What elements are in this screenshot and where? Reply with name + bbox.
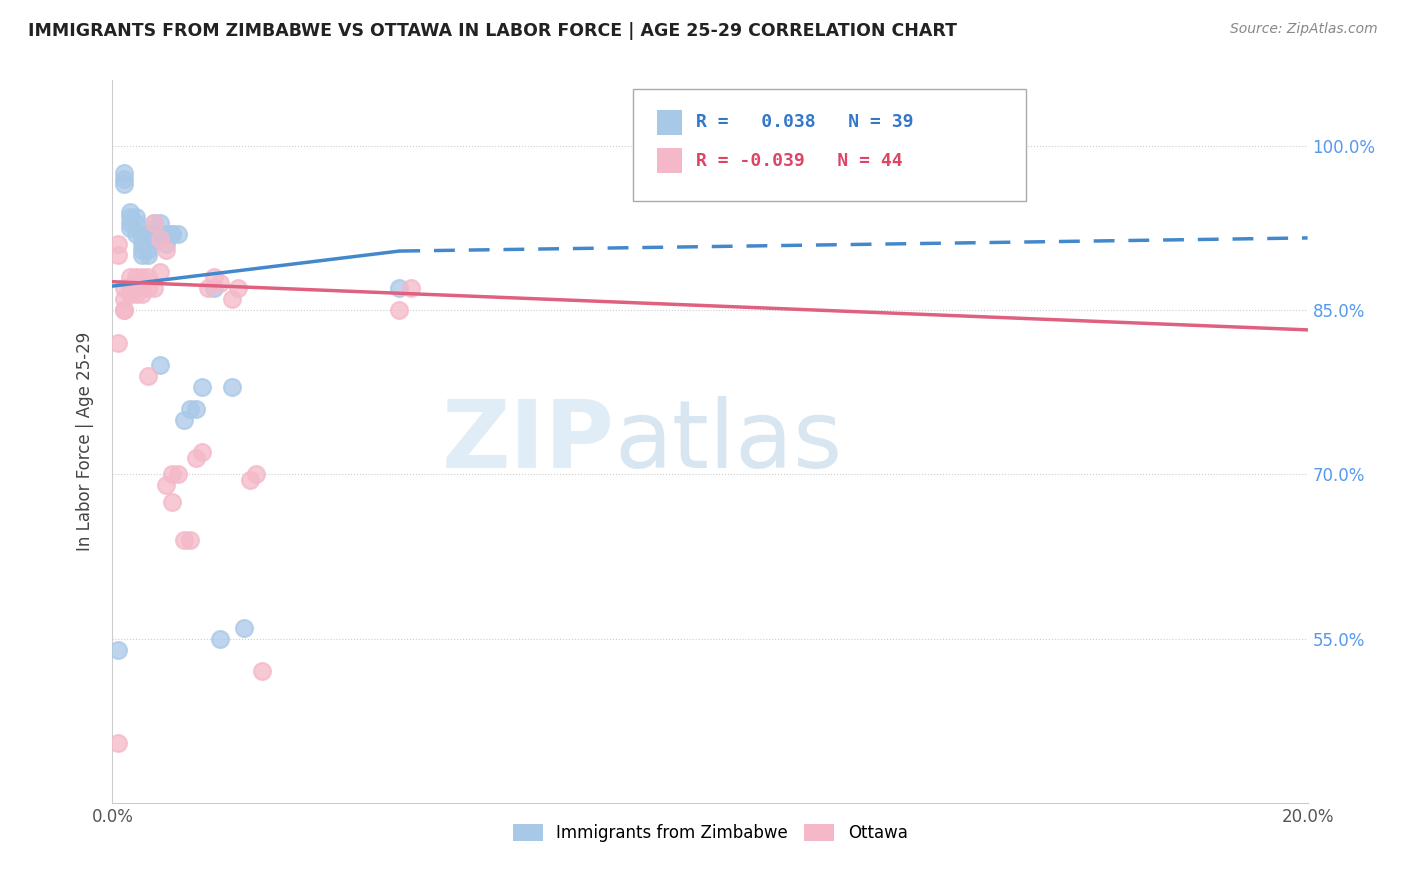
Point	[143, 216, 166, 230]
Point	[149, 232, 172, 246]
Point	[162, 467, 183, 482]
Point	[699, 139, 721, 153]
Point	[155, 237, 177, 252]
Point	[191, 380, 214, 394]
Legend: Immigrants from Zimbabwe, Ottawa: Immigrants from Zimbabwe, Ottawa	[506, 817, 914, 848]
Point	[114, 303, 135, 318]
Point	[202, 281, 225, 295]
Point	[179, 401, 201, 416]
Point	[167, 227, 190, 241]
Point	[191, 445, 214, 459]
Point	[162, 227, 183, 241]
Point	[162, 227, 183, 241]
Point	[107, 735, 129, 749]
Text: Source: ZipAtlas.com: Source: ZipAtlas.com	[1230, 22, 1378, 37]
Point	[107, 237, 129, 252]
Point	[125, 276, 148, 290]
Y-axis label: In Labor Force | Age 25-29: In Labor Force | Age 25-29	[76, 332, 94, 551]
Point	[107, 336, 129, 351]
Point	[143, 227, 166, 241]
Point	[125, 227, 148, 241]
Text: IMMIGRANTS FROM ZIMBABWE VS OTTAWA IN LABOR FORCE | AGE 25-29 CORRELATION CHART: IMMIGRANTS FROM ZIMBABWE VS OTTAWA IN LA…	[28, 22, 957, 40]
Point	[245, 467, 267, 482]
Point	[125, 210, 148, 224]
Point	[120, 286, 142, 301]
Point	[186, 450, 208, 465]
Point	[114, 178, 135, 192]
Point	[155, 243, 177, 257]
Point	[138, 227, 160, 241]
Text: R =   0.038   N = 39: R = 0.038 N = 39	[696, 113, 914, 131]
Point	[131, 276, 153, 290]
Point	[221, 292, 243, 306]
Point	[138, 270, 160, 285]
Text: atlas: atlas	[614, 395, 842, 488]
Point	[131, 237, 153, 252]
Point	[131, 286, 153, 301]
Point	[250, 665, 273, 679]
Point	[114, 171, 135, 186]
Point	[167, 467, 190, 482]
Point	[401, 281, 423, 295]
Point	[138, 248, 160, 262]
Point	[120, 210, 142, 224]
Point	[125, 216, 148, 230]
Point	[114, 281, 135, 295]
Point	[388, 303, 411, 318]
Point	[197, 281, 219, 295]
Point	[173, 412, 195, 426]
Point	[131, 232, 153, 246]
Point	[120, 221, 142, 235]
Point	[125, 270, 148, 285]
Point	[226, 281, 249, 295]
Point	[120, 270, 142, 285]
Point	[138, 368, 160, 383]
Point	[138, 281, 160, 295]
Point	[149, 216, 172, 230]
Point	[138, 243, 160, 257]
Point	[149, 265, 172, 279]
Point	[114, 303, 135, 318]
Point	[388, 281, 411, 295]
Point	[143, 232, 166, 246]
Point	[155, 227, 177, 241]
Point	[202, 270, 225, 285]
Text: R = -0.039   N = 44: R = -0.039 N = 44	[696, 152, 903, 169]
Point	[186, 401, 208, 416]
Point	[143, 216, 166, 230]
Point	[173, 533, 195, 547]
Point	[131, 248, 153, 262]
Point	[149, 358, 172, 372]
Point	[209, 276, 232, 290]
Point	[114, 166, 135, 180]
Point	[221, 380, 243, 394]
Point	[120, 281, 142, 295]
Point	[131, 227, 153, 241]
Point	[120, 204, 142, 219]
Text: ZIP: ZIP	[441, 395, 614, 488]
Point	[179, 533, 201, 547]
Point	[107, 248, 129, 262]
Point	[120, 216, 142, 230]
Point	[233, 621, 256, 635]
Point	[114, 292, 135, 306]
Point	[131, 270, 153, 285]
Point	[107, 642, 129, 657]
Point	[138, 232, 160, 246]
Point	[125, 286, 148, 301]
Point	[239, 473, 262, 487]
Point	[209, 632, 232, 646]
Point	[155, 478, 177, 492]
Point	[162, 494, 183, 508]
Point	[131, 243, 153, 257]
Point	[143, 281, 166, 295]
